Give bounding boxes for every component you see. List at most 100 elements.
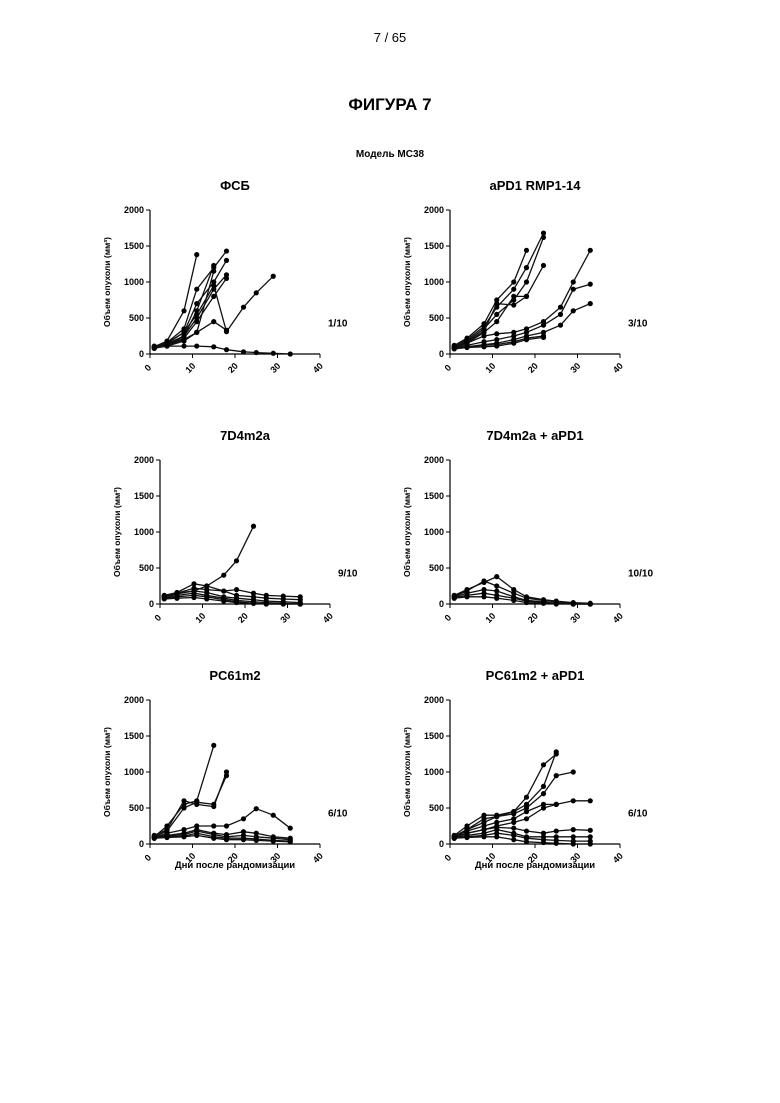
response-ratio: 6/10 bbox=[328, 809, 348, 820]
chart-svg: 7D4m2a + aPD10500100015002000010203040Об… bbox=[390, 420, 690, 630]
y-tick-label: 0 bbox=[439, 349, 444, 359]
data-point bbox=[234, 587, 239, 592]
data-point bbox=[481, 834, 486, 839]
data-point bbox=[211, 836, 216, 841]
data-point bbox=[211, 294, 216, 299]
data-point bbox=[224, 347, 229, 352]
data-point bbox=[494, 312, 499, 317]
y-tick-label: 0 bbox=[439, 599, 444, 609]
data-point bbox=[481, 328, 486, 333]
y-axis-label: Объем опухоли (мм³) bbox=[112, 487, 122, 577]
chart-svg: 7D4m2a0500100015002000010203040Объем опу… bbox=[100, 420, 400, 630]
series-line bbox=[154, 809, 290, 838]
chart-title: 7D4m2a + aPD1 bbox=[486, 428, 583, 443]
data-point bbox=[254, 806, 259, 811]
x-tick-label: 10 bbox=[183, 361, 197, 375]
data-point bbox=[211, 743, 216, 748]
data-point bbox=[511, 837, 516, 842]
data-point bbox=[211, 319, 216, 324]
data-point bbox=[271, 839, 276, 844]
y-tick-label: 500 bbox=[129, 803, 144, 813]
data-point bbox=[554, 828, 559, 833]
chart-title: PC61m2 + aPD1 bbox=[486, 668, 585, 683]
data-point bbox=[211, 283, 216, 288]
data-point bbox=[241, 837, 246, 842]
data-point bbox=[494, 583, 499, 588]
data-point bbox=[288, 351, 293, 356]
data-point bbox=[254, 838, 259, 843]
x-tick-label: 10 bbox=[193, 611, 207, 625]
data-point bbox=[181, 308, 186, 313]
data-point bbox=[174, 596, 179, 601]
data-point bbox=[494, 596, 499, 601]
data-point bbox=[241, 816, 246, 821]
model-title: Модель МС38 bbox=[0, 149, 780, 160]
data-point bbox=[524, 279, 529, 284]
data-point bbox=[588, 828, 593, 833]
x-tick-label: 0 bbox=[443, 363, 454, 374]
series-line bbox=[154, 346, 290, 354]
data-point bbox=[541, 335, 546, 340]
data-point bbox=[511, 598, 516, 603]
data-point bbox=[554, 773, 559, 778]
y-tick-label: 0 bbox=[139, 839, 144, 849]
series-line bbox=[154, 260, 226, 348]
y-tick-label: 1000 bbox=[134, 527, 154, 537]
data-point bbox=[571, 827, 576, 832]
data-point bbox=[452, 346, 457, 351]
series-line bbox=[154, 255, 197, 347]
data-point bbox=[524, 294, 529, 299]
data-point bbox=[264, 601, 269, 606]
data-point bbox=[494, 343, 499, 348]
chart-title: aPD1 RMP1-14 bbox=[489, 178, 581, 193]
data-point bbox=[524, 795, 529, 800]
y-axis-label: Объем опухоли (мм³) bbox=[402, 727, 412, 817]
data-point bbox=[481, 816, 486, 821]
data-point bbox=[191, 595, 196, 600]
y-tick-label: 2000 bbox=[424, 455, 444, 465]
y-tick-label: 1500 bbox=[134, 491, 154, 501]
data-point bbox=[571, 308, 576, 313]
data-point bbox=[181, 343, 186, 348]
data-point bbox=[181, 330, 186, 335]
series-line bbox=[154, 831, 290, 840]
data-point bbox=[452, 836, 457, 841]
data-point bbox=[452, 596, 457, 601]
x-tick-label: 20 bbox=[236, 611, 250, 625]
y-tick-label: 1500 bbox=[424, 241, 444, 251]
y-tick-label: 1500 bbox=[124, 731, 144, 741]
data-point bbox=[511, 279, 516, 284]
data-point bbox=[494, 834, 499, 839]
data-point bbox=[524, 809, 529, 814]
x-tick-label: 20 bbox=[526, 361, 540, 375]
y-tick-label: 1000 bbox=[124, 277, 144, 287]
data-point bbox=[211, 269, 216, 274]
chart-svg: aPD1 RMP1-140500100015002000010203040Объ… bbox=[390, 170, 690, 380]
y-tick-label: 1500 bbox=[124, 241, 144, 251]
x-tick-label: 20 bbox=[526, 611, 540, 625]
data-point bbox=[481, 333, 486, 338]
data-point bbox=[221, 573, 226, 578]
data-point bbox=[152, 344, 157, 349]
data-point bbox=[211, 823, 216, 828]
data-point bbox=[464, 835, 469, 840]
y-tick-label: 1000 bbox=[424, 767, 444, 777]
data-point bbox=[241, 305, 246, 310]
y-axis-label: Объем опухоли (мм³) bbox=[402, 237, 412, 327]
data-point bbox=[524, 828, 529, 833]
data-point bbox=[524, 816, 529, 821]
data-point bbox=[541, 805, 546, 810]
data-point bbox=[234, 600, 239, 605]
data-point bbox=[251, 601, 256, 606]
x-tick-label: 0 bbox=[143, 853, 154, 864]
data-point bbox=[224, 258, 229, 263]
x-tick-label: 30 bbox=[568, 611, 582, 625]
x-tick-label: 30 bbox=[268, 361, 282, 375]
x-tick-label: 40 bbox=[611, 361, 625, 375]
data-point bbox=[164, 343, 169, 348]
data-point bbox=[541, 762, 546, 767]
data-point bbox=[224, 837, 229, 842]
data-point bbox=[554, 802, 559, 807]
data-point bbox=[221, 588, 226, 593]
y-tick-label: 0 bbox=[149, 599, 154, 609]
